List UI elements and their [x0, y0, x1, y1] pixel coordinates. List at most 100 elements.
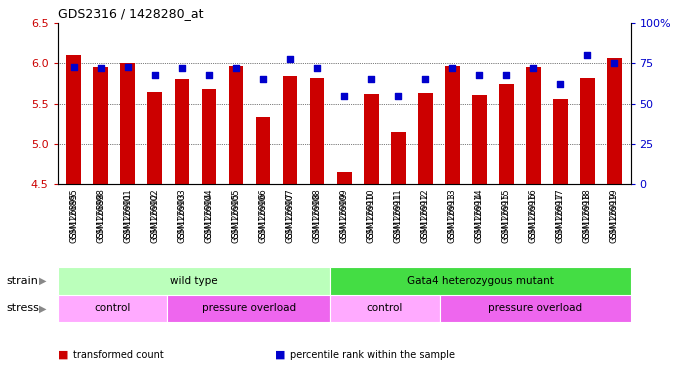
- Text: GSM126895: GSM126895: [69, 189, 79, 239]
- Text: Gata4 heterozygous mutant: Gata4 heterozygous mutant: [407, 276, 554, 286]
- Point: [447, 65, 458, 71]
- Bar: [337, 172, 351, 184]
- Bar: [283, 76, 298, 184]
- Text: GSM126910: GSM126910: [367, 193, 376, 243]
- Point: [96, 65, 106, 71]
- Text: GSM126916: GSM126916: [529, 189, 538, 239]
- Bar: [391, 132, 405, 184]
- Text: GSM126906: GSM126906: [258, 189, 268, 239]
- Text: GSM126915: GSM126915: [502, 189, 511, 239]
- Text: GSM126901: GSM126901: [123, 189, 132, 239]
- Point: [365, 76, 376, 83]
- Text: GSM126902: GSM126902: [151, 189, 159, 239]
- Text: GSM126914: GSM126914: [475, 193, 483, 243]
- Point: [312, 65, 323, 71]
- Point: [68, 63, 79, 70]
- Bar: [310, 78, 325, 184]
- Bar: [58, 267, 330, 295]
- Text: strain: strain: [7, 276, 39, 286]
- Text: GSM126898: GSM126898: [96, 193, 105, 243]
- Text: GSM126909: GSM126909: [340, 189, 348, 239]
- Point: [123, 63, 134, 70]
- Text: ■: ■: [275, 350, 285, 360]
- Text: GSM126919: GSM126919: [610, 193, 619, 243]
- Bar: [499, 84, 514, 184]
- Text: GSM126917: GSM126917: [556, 193, 565, 243]
- Text: GSM126903: GSM126903: [178, 193, 186, 243]
- Text: GDS2316 / 1428280_at: GDS2316 / 1428280_at: [58, 7, 203, 20]
- Bar: [363, 94, 378, 184]
- Text: control: control: [367, 303, 403, 313]
- Point: [474, 71, 485, 78]
- Bar: [445, 66, 460, 184]
- Text: GSM126902: GSM126902: [151, 193, 159, 243]
- Text: pressure overload: pressure overload: [488, 303, 582, 313]
- Point: [176, 65, 187, 71]
- Text: GSM126914: GSM126914: [475, 189, 483, 239]
- Text: GSM126918: GSM126918: [583, 193, 592, 243]
- Text: stress: stress: [7, 303, 39, 313]
- Text: ▶: ▶: [39, 303, 47, 313]
- Point: [501, 71, 512, 78]
- Bar: [607, 58, 622, 184]
- Text: GSM126915: GSM126915: [502, 193, 511, 243]
- Point: [420, 76, 431, 83]
- Text: GSM126904: GSM126904: [205, 189, 214, 239]
- Bar: [121, 63, 136, 184]
- Point: [339, 93, 350, 99]
- Bar: [580, 78, 595, 184]
- Text: GSM126912: GSM126912: [420, 193, 430, 243]
- Point: [258, 76, 268, 83]
- Point: [609, 60, 620, 66]
- Text: GSM126907: GSM126907: [285, 193, 294, 243]
- Bar: [330, 267, 631, 295]
- Text: GSM126903: GSM126903: [178, 189, 186, 239]
- Point: [149, 71, 160, 78]
- Text: ▶: ▶: [39, 276, 47, 286]
- Bar: [148, 91, 162, 184]
- Text: GSM126912: GSM126912: [420, 189, 430, 239]
- Text: GSM126905: GSM126905: [231, 189, 241, 239]
- Text: GSM126904: GSM126904: [205, 193, 214, 243]
- Text: GSM126917: GSM126917: [556, 189, 565, 239]
- Bar: [201, 89, 216, 184]
- Point: [203, 71, 214, 78]
- Text: GSM126911: GSM126911: [394, 189, 403, 239]
- Text: GSM126918: GSM126918: [583, 189, 592, 239]
- Bar: [256, 117, 271, 184]
- Text: wild type: wild type: [170, 276, 218, 286]
- Point: [582, 52, 593, 58]
- Text: GSM126910: GSM126910: [367, 189, 376, 239]
- Text: GSM126908: GSM126908: [313, 193, 321, 243]
- Text: GSM126919: GSM126919: [610, 189, 619, 239]
- Bar: [526, 66, 540, 184]
- Point: [285, 55, 296, 61]
- Text: GSM126913: GSM126913: [447, 189, 457, 239]
- Text: GSM126907: GSM126907: [285, 189, 294, 239]
- Bar: [167, 295, 330, 322]
- Text: percentile rank within the sample: percentile rank within the sample: [290, 350, 454, 360]
- Text: GSM126909: GSM126909: [340, 193, 348, 243]
- Bar: [66, 55, 81, 184]
- Bar: [94, 68, 108, 184]
- Bar: [553, 99, 567, 184]
- Text: ■: ■: [58, 350, 68, 360]
- Text: GSM126908: GSM126908: [313, 189, 321, 239]
- Text: GSM126913: GSM126913: [447, 193, 457, 243]
- Point: [555, 81, 565, 88]
- Bar: [228, 66, 243, 184]
- Text: GSM126906: GSM126906: [258, 193, 268, 243]
- Text: pressure overload: pressure overload: [201, 303, 296, 313]
- Text: transformed count: transformed count: [73, 350, 163, 360]
- Bar: [330, 295, 439, 322]
- Text: GSM126898: GSM126898: [96, 189, 105, 239]
- Bar: [418, 93, 433, 184]
- Text: GSM126895: GSM126895: [69, 193, 79, 243]
- Point: [393, 93, 403, 99]
- Text: control: control: [94, 303, 130, 313]
- Bar: [58, 295, 167, 322]
- Point: [231, 65, 241, 71]
- Bar: [472, 95, 487, 184]
- Text: GSM126901: GSM126901: [123, 193, 132, 243]
- Text: GSM126911: GSM126911: [394, 193, 403, 243]
